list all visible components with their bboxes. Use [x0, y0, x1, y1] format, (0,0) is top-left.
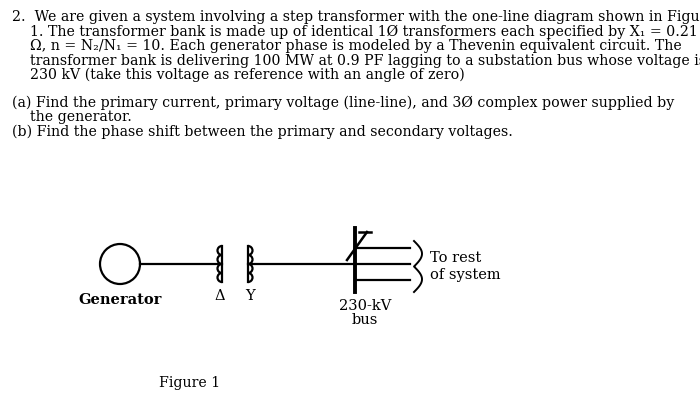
Text: the generator.: the generator.	[12, 110, 132, 124]
Text: Δ: Δ	[215, 288, 225, 302]
Text: transformer bank is delivering 100 MW at 0.9 PF lagging to a substation bus whos: transformer bank is delivering 100 MW at…	[12, 53, 700, 67]
Text: Generator: Generator	[78, 292, 162, 306]
Text: Ω, n = N₂/N₁ = 10. Each generator phase is modeled by a Thevenin equivalent circ: Ω, n = N₂/N₁ = 10. Each generator phase …	[12, 39, 682, 53]
Text: 2.  We are given a system involving a step transformer with the one-line diagram: 2. We are given a system involving a ste…	[12, 10, 700, 24]
Text: To rest: To rest	[430, 251, 482, 265]
Text: bus: bus	[352, 312, 378, 326]
Text: (b) Find the phase shift between the primary and secondary voltages.: (b) Find the phase shift between the pri…	[12, 124, 513, 139]
Text: of system: of system	[430, 268, 500, 282]
Text: 1. The transformer bank is made up of identical 1Ø transformers each specified b: 1. The transformer bank is made up of id…	[12, 24, 698, 38]
Text: Figure 1: Figure 1	[160, 375, 220, 389]
Text: 230-kV: 230-kV	[339, 298, 391, 312]
Text: Y: Y	[245, 288, 255, 302]
Text: (a) Find the primary current, primary voltage (line-line), and 3Ø complex power : (a) Find the primary current, primary vo…	[12, 95, 674, 109]
Text: 230 kV (take this voltage as reference with an angle of zero): 230 kV (take this voltage as reference w…	[12, 68, 465, 82]
